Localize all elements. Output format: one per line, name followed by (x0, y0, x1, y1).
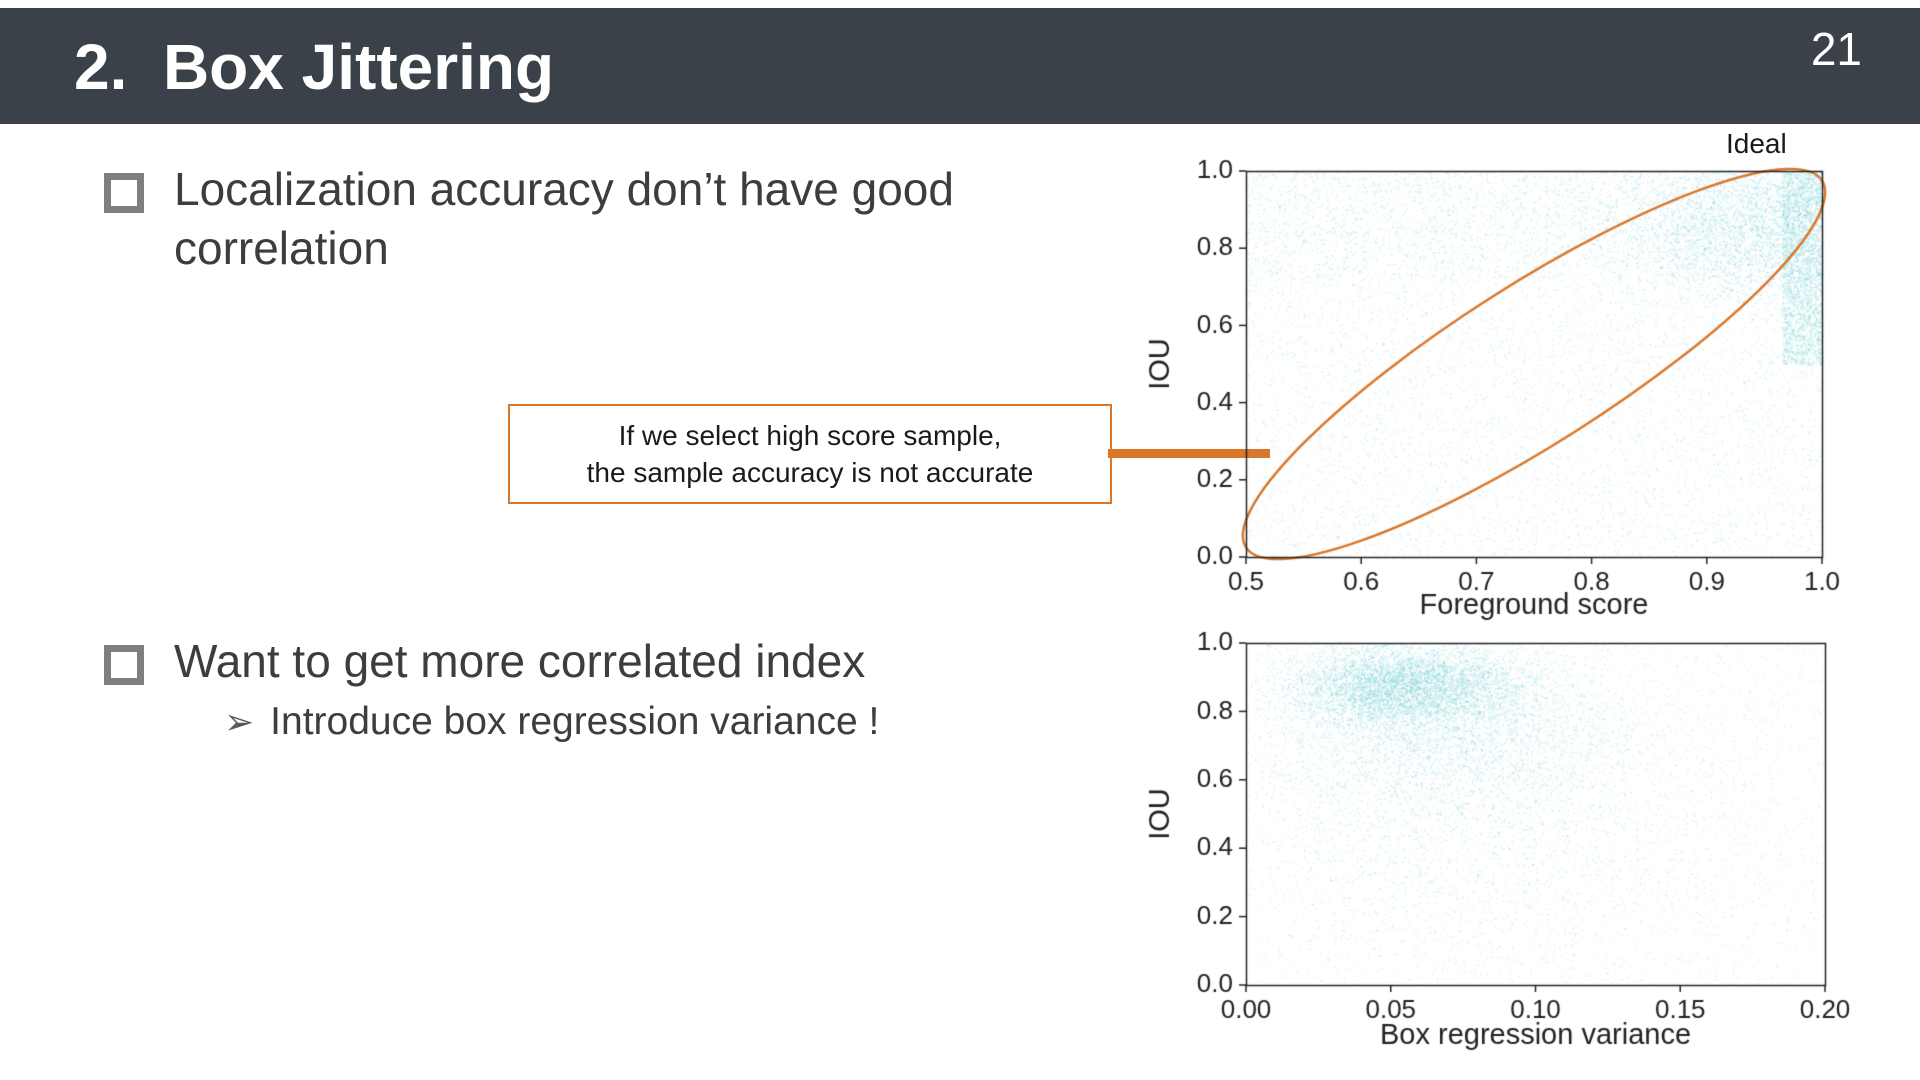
callout-line-2: the sample accuracy is not accurate (586, 457, 1034, 488)
sub-bullet-text: Introduce box regression variance ! (270, 700, 880, 743)
scatter-plot-box-regression-variance (1140, 618, 1870, 1080)
sub-bullet-item: ➢ Introduce box regression variance ! (224, 700, 879, 744)
bullet-1-text: Localization accuracy don’t have good co… (174, 163, 954, 274)
arrow-bullet-icon: ➢ (224, 701, 255, 742)
square-bullet-icon (104, 645, 144, 685)
page-number: 21 (1810, 23, 1862, 75)
bullet-item-1: Localization accuracy don’t have good co… (104, 160, 954, 278)
bullet-2-text: Want to get more correlated index (174, 635, 866, 687)
header-bar: 2. Box Jittering 21 (0, 8, 1920, 124)
bullet-item-2: Want to get more correlated index (104, 632, 865, 691)
page-title: 2. Box Jittering (74, 31, 555, 103)
scatter-plot-foreground-score (1140, 130, 1870, 635)
callout-line-1: If we select high score sample, (618, 419, 1002, 451)
callout-box: If we select high score sample, the samp… (508, 404, 1112, 504)
square-bullet-icon (104, 173, 144, 213)
